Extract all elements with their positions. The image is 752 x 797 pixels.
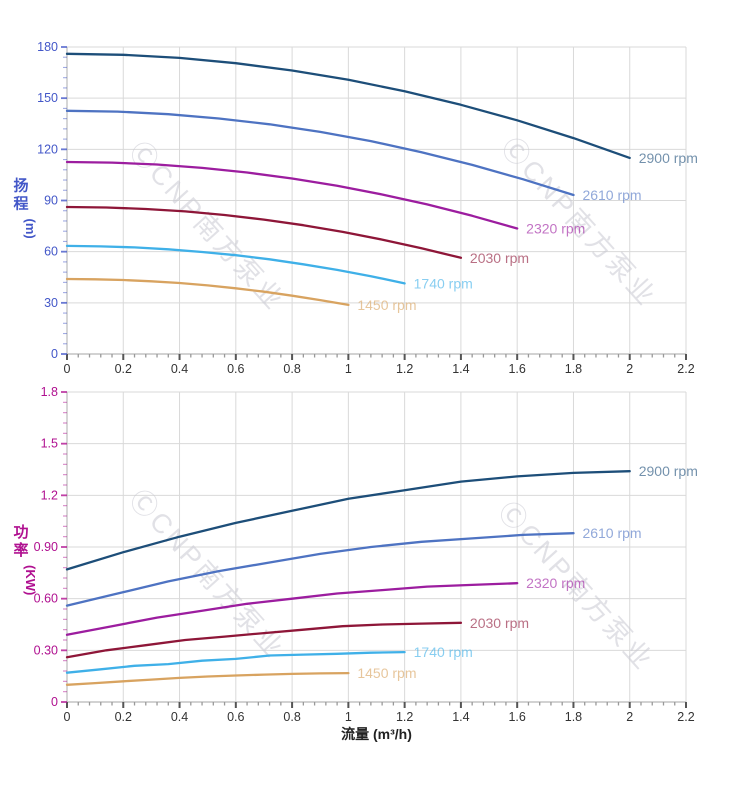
- x-tick-label: 1.2: [396, 710, 413, 724]
- y-tick-label: 0.60: [34, 592, 58, 606]
- x-axis-title: 流量 (m³/h): [341, 726, 412, 742]
- curve-label-2320-rpm: 2320 rpm: [526, 575, 585, 591]
- curve-label-2030-rpm: 2030 rpm: [470, 250, 529, 266]
- y-axis-unit: (KW): [23, 565, 38, 595]
- curve-label-1740-rpm: 1740 rpm: [414, 644, 473, 660]
- power-flow-chart: 0 0.2 0.4 0.6 0.8 1 1.2 1.4 1.6 1.8 2 2.2 0 0.30 0.60 0…: [13, 385, 697, 742]
- curve-label-2030-rpm: 2030 rpm: [470, 615, 529, 631]
- y-tick-label: 90: [44, 194, 58, 208]
- curve-2030-rpm: [65, 205, 463, 259]
- x-tick-label: 2: [626, 362, 633, 376]
- x-tick-label: 0.8: [283, 710, 300, 724]
- x-tick-label: 1.2: [396, 362, 413, 376]
- y-tick-label: 0.90: [34, 540, 58, 554]
- x-tick-label: 0.2: [115, 362, 132, 376]
- curve-2610-rpm: [65, 532, 575, 607]
- curve-label-1450-rpm: 1450 rpm: [357, 297, 416, 313]
- y-axis-ticks: [61, 391, 67, 703]
- y-axis-title: 功率 (KW): [13, 524, 38, 595]
- x-tick-label: 1.8: [565, 362, 582, 376]
- curve-label-2610-rpm: 2610 rpm: [582, 525, 641, 541]
- y-tick-label: 150: [37, 91, 58, 105]
- curve-1740-rpm: [65, 650, 406, 674]
- y-tick-label: 1.2: [41, 488, 58, 502]
- x-tick-label: 1.6: [508, 710, 525, 724]
- curve-1740-rpm: [65, 244, 406, 285]
- y-tick-label: 0: [51, 347, 58, 361]
- x-axis-ticks: [66, 702, 687, 708]
- x-tick-label: 0.4: [171, 710, 188, 724]
- x-axis-ticks: [66, 354, 687, 360]
- y-tick-label: 1.8: [41, 385, 58, 399]
- y-tick-label: 0: [51, 695, 58, 709]
- curve-label-2610-rpm: 2610 rpm: [582, 187, 641, 203]
- x-tick-label: 1.4: [452, 362, 469, 376]
- curve-label-2900-rpm: 2900 rpm: [639, 150, 698, 166]
- y-axis-title-char: 功: [13, 524, 28, 541]
- y-axis-title-char: 扬: [13, 177, 28, 195]
- x-tick-label: 2.2: [677, 710, 694, 724]
- x-tick-label: 0.6: [227, 710, 244, 724]
- head-flow-chart: 0 0.2 0.4 0.6 0.8 1 1.2 1.4 1.6 1.8 2 2.2 0 30 60 90 120…: [13, 40, 697, 376]
- curve-label-2320-rpm: 2320 rpm: [526, 220, 585, 236]
- y-axis-title-char: 率: [13, 541, 28, 559]
- gridlines: [67, 391, 687, 702]
- curve-label-1450-rpm: 1450 rpm: [357, 665, 416, 681]
- curve-2900-rpm: [65, 470, 631, 571]
- x-tick-label: 0.2: [115, 710, 132, 724]
- y-axis-title-char: 程: [13, 196, 28, 213]
- x-tick-label: 1.8: [565, 710, 582, 724]
- y-tick-label: 0.30: [34, 643, 58, 657]
- y-axis-title: 扬程 (m): [13, 177, 38, 239]
- curve-2030-rpm: [65, 621, 463, 659]
- x-tick-label: 1.6: [508, 362, 525, 376]
- curve-label-1740-rpm: 1740 rpm: [414, 275, 473, 291]
- x-tick-label: 0.8: [283, 362, 300, 376]
- curve-2610-rpm: [65, 109, 575, 197]
- y-axis-ticks: [61, 46, 67, 355]
- y-tick-label: 1.5: [41, 437, 58, 451]
- x-tick-label: 0: [64, 710, 71, 724]
- x-tick-label: 1: [345, 710, 352, 724]
- y-tick-label: 60: [44, 245, 58, 259]
- curve-2320-rpm: [65, 582, 519, 636]
- x-tick-label: 1: [345, 362, 352, 376]
- x-tick-label: 2: [626, 710, 633, 724]
- curve-1450-rpm: [65, 671, 350, 686]
- x-tick-label: 0.6: [227, 362, 244, 376]
- x-tick-label: 2.2: [677, 362, 694, 376]
- y-tick-label: 120: [37, 142, 58, 156]
- y-tick-label: 30: [44, 296, 58, 310]
- curve-1450-rpm: [65, 277, 350, 307]
- x-tick-label: 1.4: [452, 710, 469, 724]
- curve-2900-rpm: [65, 52, 631, 160]
- x-tick-label: 0.4: [171, 362, 188, 376]
- y-tick-label: 180: [37, 40, 58, 54]
- x-tick-label: 0: [64, 362, 71, 376]
- y-axis-unit: (m): [23, 219, 38, 239]
- curve-label-2900-rpm: 2900 rpm: [639, 463, 698, 479]
- curve-2320-rpm: [65, 160, 519, 230]
